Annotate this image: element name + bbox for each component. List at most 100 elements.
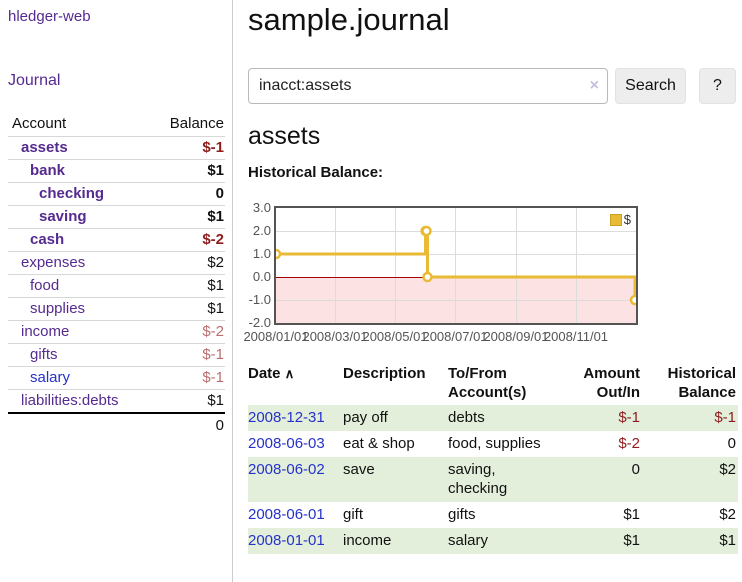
- help-button[interactable]: ?: [699, 68, 736, 104]
- account-link[interactable]: checking: [39, 185, 105, 202]
- gridline: [576, 208, 577, 323]
- transaction-balance-cell: $-1: [714, 409, 736, 426]
- chart-plot-area: $: [274, 206, 638, 325]
- col-description: Description: [343, 365, 426, 382]
- transaction-description-cell: gift: [343, 506, 364, 523]
- account-row: gifts $-1: [8, 343, 225, 367]
- transaction-date-cell: 2008-06-02: [248, 457, 343, 502]
- accounts-header-row: Account Balance: [8, 112, 225, 137]
- account-row: cash $-2: [8, 228, 225, 252]
- chart-title: Historical Balance:: [248, 164, 384, 181]
- transaction-date-cell: 2008-01-01: [248, 528, 343, 554]
- search-button[interactable]: Search: [615, 68, 686, 104]
- account-link[interactable]: food: [30, 277, 60, 294]
- y-axis-tick-label: 3.0: [252, 200, 271, 215]
- account-row: supplies $1: [8, 297, 225, 321]
- account-balance: $1: [207, 300, 224, 317]
- sidebar: hledger-web Journal Account Balance asse…: [0, 0, 233, 582]
- transaction-date-link[interactable]: 2008-12-31: [248, 409, 325, 426]
- brand-link[interactable]: hledger-web: [8, 8, 91, 25]
- account-link[interactable]: income: [21, 323, 70, 340]
- gridline: [335, 208, 337, 323]
- account-row: saving $1: [8, 205, 225, 229]
- account-link[interactable]: liabilities:debts: [21, 392, 119, 409]
- accounts-header-balance: Balance: [169, 115, 224, 132]
- account-link[interactable]: cash: [30, 231, 65, 248]
- transaction-amount-cell: $-1: [618, 409, 640, 426]
- y-axis-tick-label: -2.0: [248, 315, 271, 330]
- transaction-date-cell: 2008-06-01: [248, 502, 343, 528]
- register-header-row: Date ∧ Description To/From Account(s) Am…: [248, 362, 738, 405]
- transaction-description-cell: pay off: [343, 409, 388, 426]
- x-axis-tick-label: 2008/11/01: [543, 329, 609, 344]
- table-row: 2008-06-03 eat & shop food, supplies $-2 0: [248, 431, 738, 457]
- transaction-date-cell: 2008-06-03: [248, 431, 343, 457]
- account-balance: $-1: [202, 139, 224, 156]
- table-row: 2008-06-02 save saving, checking 0 $2: [248, 457, 738, 502]
- accounts-header-account: Account: [12, 115, 67, 132]
- data-point-marker: [421, 225, 432, 237]
- account-row: assets $-1: [8, 136, 225, 160]
- transaction-date-cell: 2008-12-31: [248, 405, 343, 431]
- account-link[interactable]: salary: [30, 369, 71, 386]
- transaction-amount-cell: $1: [623, 532, 640, 549]
- accounts-total-value: 0: [149, 412, 225, 434]
- x-axis-tick-label: 2008/03/01: [302, 329, 368, 344]
- table-row: 2008-01-01 income salary $1 $1: [248, 528, 738, 554]
- col-accounts: To/From Account(s): [448, 365, 527, 401]
- register-table: Date ∧ Description To/From Account(s) Am…: [248, 362, 738, 554]
- transaction-date-link[interactable]: 2008-06-01: [248, 506, 325, 523]
- account-row: salary $-1: [8, 366, 225, 390]
- transaction-amount-cell: $1: [623, 506, 640, 523]
- account-row: bank $1: [8, 159, 225, 183]
- transaction-date-link[interactable]: 2008-06-03: [248, 435, 325, 452]
- sort-asc-icon: ∧: [284, 366, 295, 381]
- account-link[interactable]: gifts: [30, 346, 58, 363]
- transaction-accounts-cell: saving, checking: [448, 461, 508, 497]
- col-date[interactable]: Date ∧: [248, 362, 343, 405]
- col-balance: Historical Balance: [667, 365, 736, 401]
- account-link[interactable]: bank: [30, 162, 66, 179]
- gridline: [395, 208, 397, 323]
- legend-label: $: [623, 212, 631, 227]
- account-balance: $1: [207, 277, 224, 294]
- account-link[interactable]: assets: [21, 139, 68, 156]
- account-balance: 0: [215, 185, 224, 202]
- x-axis-tick-label: 2008/09/01: [483, 329, 549, 344]
- account-row: income $-2: [8, 320, 225, 344]
- transaction-accounts-cell: salary: [448, 532, 489, 549]
- account-balance: $-1: [202, 346, 224, 363]
- data-point-marker: [629, 294, 636, 306]
- x-axis-tick-label: 2008/07/01: [422, 329, 488, 344]
- transaction-balance-cell: $2: [719, 461, 736, 478]
- account-balance: $1: [207, 208, 224, 225]
- col-date-label: Date: [248, 365, 281, 382]
- transaction-description-cell: eat & shop: [343, 435, 415, 452]
- account-row: checking 0: [8, 182, 225, 206]
- data-point-marker: [276, 248, 282, 260]
- transaction-date-link[interactable]: 2008-06-02: [248, 461, 325, 478]
- account-balance: $-2: [202, 323, 224, 340]
- gridline: [516, 208, 517, 323]
- transaction-accounts-cell: food, supplies: [448, 435, 541, 452]
- search-input[interactable]: [248, 68, 608, 104]
- clear-search-icon[interactable]: ×: [589, 77, 599, 94]
- transaction-description-cell: income: [343, 532, 392, 549]
- account-link[interactable]: expenses: [21, 254, 86, 271]
- sidebar-item-journal[interactable]: Journal: [8, 72, 61, 89]
- account-balance: $1: [207, 162, 224, 179]
- transaction-accounts-cell: debts: [448, 409, 485, 426]
- data-point-marker: [422, 271, 433, 283]
- balance-step-line: [276, 225, 636, 306]
- col-amount: Amount Out/In: [583, 365, 640, 401]
- account-link[interactable]: supplies: [30, 300, 86, 317]
- account-balance: $-1: [202, 369, 224, 386]
- accounts-table: Account Balance assets $-1 bank $1 checking 0…: [8, 112, 225, 434]
- transaction-date-link[interactable]: 2008-01-01: [248, 532, 325, 549]
- transaction-amount-cell: 0: [631, 461, 640, 478]
- account-link[interactable]: saving: [39, 208, 87, 225]
- page-title: sample.journal: [248, 2, 450, 37]
- y-axis-tick-label: -1.0: [248, 292, 271, 307]
- account-heading: assets: [248, 122, 321, 150]
- chart-legend: $: [607, 211, 633, 228]
